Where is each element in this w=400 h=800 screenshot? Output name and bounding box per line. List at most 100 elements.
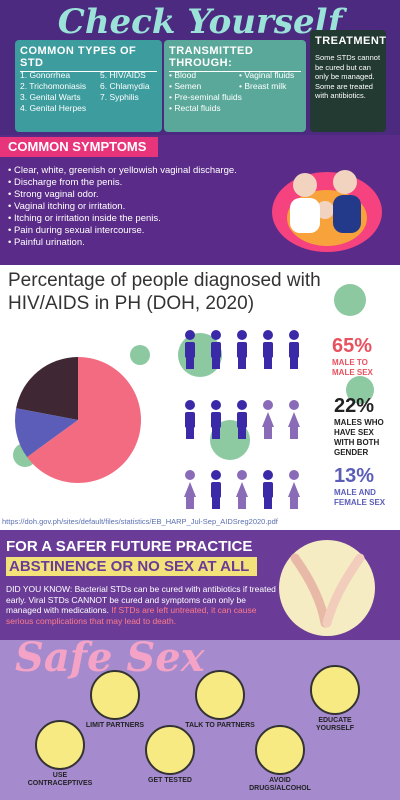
transmission-box: TRANSMITTED THROUGH: • Blood • Semen • Pre…: [164, 40, 306, 132]
item-text: Rectal fluids: [174, 103, 221, 113]
person-body: [211, 412, 221, 428]
tip-icon: [90, 670, 140, 720]
list-item: 3. Genital Warts: [20, 92, 86, 103]
stat-label: MALE TO MALE SEX: [332, 358, 373, 377]
tip-icon: [255, 725, 305, 775]
item-text: 7. Syphilis: [100, 92, 139, 102]
person-head: [263, 470, 273, 480]
person-body: [237, 412, 247, 428]
head: [333, 170, 357, 194]
safer-section: FOR A SAFER FUTURE PRACTICE ABSTINENCE O…: [0, 530, 400, 640]
list-item: • Vaginal fluids: [239, 70, 295, 80]
person-head: [185, 470, 195, 480]
check-section: Check Yourself COMMON TYPES OF STD 1. Go…: [0, 0, 400, 135]
safe-sex-section: Safe Sex USE CONTRACEPTIVES LIMIT PARTNER…: [0, 634, 400, 800]
tip-icon: [35, 720, 85, 770]
item-text: Itching or irritation inside the penis.: [13, 213, 161, 224]
item-text: Painful urination.: [13, 237, 85, 248]
person-body: [185, 342, 195, 358]
list-item: • Pain during sexual intercourse.: [8, 225, 145, 236]
symptoms-section: COMMON SYMPTOMS • Clear, white, greenish…: [0, 135, 400, 265]
pie-slice: [16, 357, 78, 420]
list-item: 2. Trichomoniasis: [20, 81, 86, 92]
list-item: • Discharge from the penis.: [8, 177, 123, 188]
person-head: [185, 330, 195, 340]
heading: COMMON SYMPTOMS: [0, 137, 158, 157]
list-item: 4. Genital Herpes: [20, 103, 86, 114]
person-legs: [238, 427, 246, 439]
person-legs: [212, 497, 220, 509]
tip-icon: [310, 665, 360, 715]
list: 5. HIV/AIDS 6. Chlamydia 7. Syphilis: [100, 70, 150, 103]
person-legs: [264, 497, 272, 509]
person-legs: [290, 427, 298, 439]
list-item: • Rectal fluids: [169, 103, 221, 113]
head: [316, 201, 334, 219]
item-text: 1. Gonorrhea: [20, 70, 71, 80]
list-item: 5. HIV/AIDS: [100, 70, 150, 81]
head: [293, 173, 317, 197]
text: DID YOU KNOW: Bacterial STDs can be cure…: [6, 584, 276, 615]
chart: [13, 284, 374, 509]
chart-title: Percentage of people diagnosed with HIV/…: [8, 270, 321, 314]
person-head: [263, 330, 273, 340]
list-item: • Pre-seminal fluids: [169, 92, 242, 102]
body: [290, 198, 320, 233]
item-text: 4. Genital Herpes: [20, 103, 87, 113]
person-head: [263, 400, 273, 410]
warning: If STDs are left untreated, it can cause…: [6, 605, 257, 626]
item-text: Pre-seminal fluids: [174, 92, 242, 102]
body: [333, 195, 361, 233]
people-icons: [184, 330, 300, 509]
list-item: • Breast milk: [239, 81, 287, 91]
item-text: 3. Genital Warts: [20, 92, 81, 102]
person-body: [184, 482, 196, 497]
item-text: 6. Chlamydia: [100, 81, 150, 91]
person-head: [211, 470, 221, 480]
item-text: Vaginal fluids: [244, 70, 295, 80]
person-legs: [186, 497, 194, 509]
title: Check Yourself: [57, 2, 343, 42]
person-body: [236, 482, 248, 497]
list-item: • Painful urination.: [8, 237, 85, 248]
person-head: [211, 400, 221, 410]
person-legs: [212, 357, 220, 369]
tip-label: USE CONTRACEPTIVES: [27, 772, 93, 787]
person-legs: [186, 427, 194, 439]
person-head: [185, 400, 195, 410]
stat-value: 65%: [332, 335, 373, 357]
item-text: Strong vaginal odor.: [13, 189, 99, 200]
person-body: [211, 482, 221, 498]
stat: 22% MALES WHO HAVE SEX WITH BOTH GENDER: [334, 395, 394, 458]
tip-label: LIMIT PARTNERS: [85, 722, 145, 729]
stat: 13% MALE AND FEMALE SEX: [334, 465, 394, 508]
tip-label: AVOID DRUGS/ALCOHOL: [249, 777, 311, 792]
heading: ABSTINENCE OR NO SEX AT ALL: [6, 557, 257, 576]
stat-value: 22%: [334, 395, 375, 417]
item-text: Clear, white, greenish or yellowish vagi…: [13, 165, 237, 176]
person-legs: [186, 357, 194, 369]
tip-icon: [145, 725, 195, 775]
person-body: [262, 412, 274, 427]
person-legs: [212, 427, 220, 439]
item-text: 5. HIV/AIDS: [100, 70, 146, 80]
person-head: [237, 470, 247, 480]
paragraph: DID YOU KNOW: Bacterial STDs can be cure…: [6, 584, 281, 626]
item-text: 2. Trichomoniasis: [20, 81, 87, 91]
person-body: [289, 342, 299, 358]
person-body: [288, 412, 300, 427]
person-head: [237, 330, 247, 340]
list-item: • Semen: [169, 81, 202, 91]
person-body: [237, 342, 247, 358]
heading: FOR A SAFER FUTURE PRACTICE: [6, 538, 253, 555]
stat-label: MALES WHO HAVE SEX WITH BOTH GENDER: [334, 418, 384, 457]
family-illustration: [272, 170, 382, 252]
list: • Clear, white, greenish or yellowish va…: [8, 165, 248, 249]
pie-slice: [27, 357, 141, 483]
person-head: [237, 400, 247, 410]
heading: TRANSMITTED THROUGH:: [169, 45, 301, 72]
tip-label: TALK TO PARTNERS: [185, 722, 255, 729]
list-item: • Clear, white, greenish or yellowish va…: [8, 165, 237, 176]
person-body: [263, 342, 273, 358]
item-text: Vaginal itching or irritation.: [13, 201, 126, 212]
